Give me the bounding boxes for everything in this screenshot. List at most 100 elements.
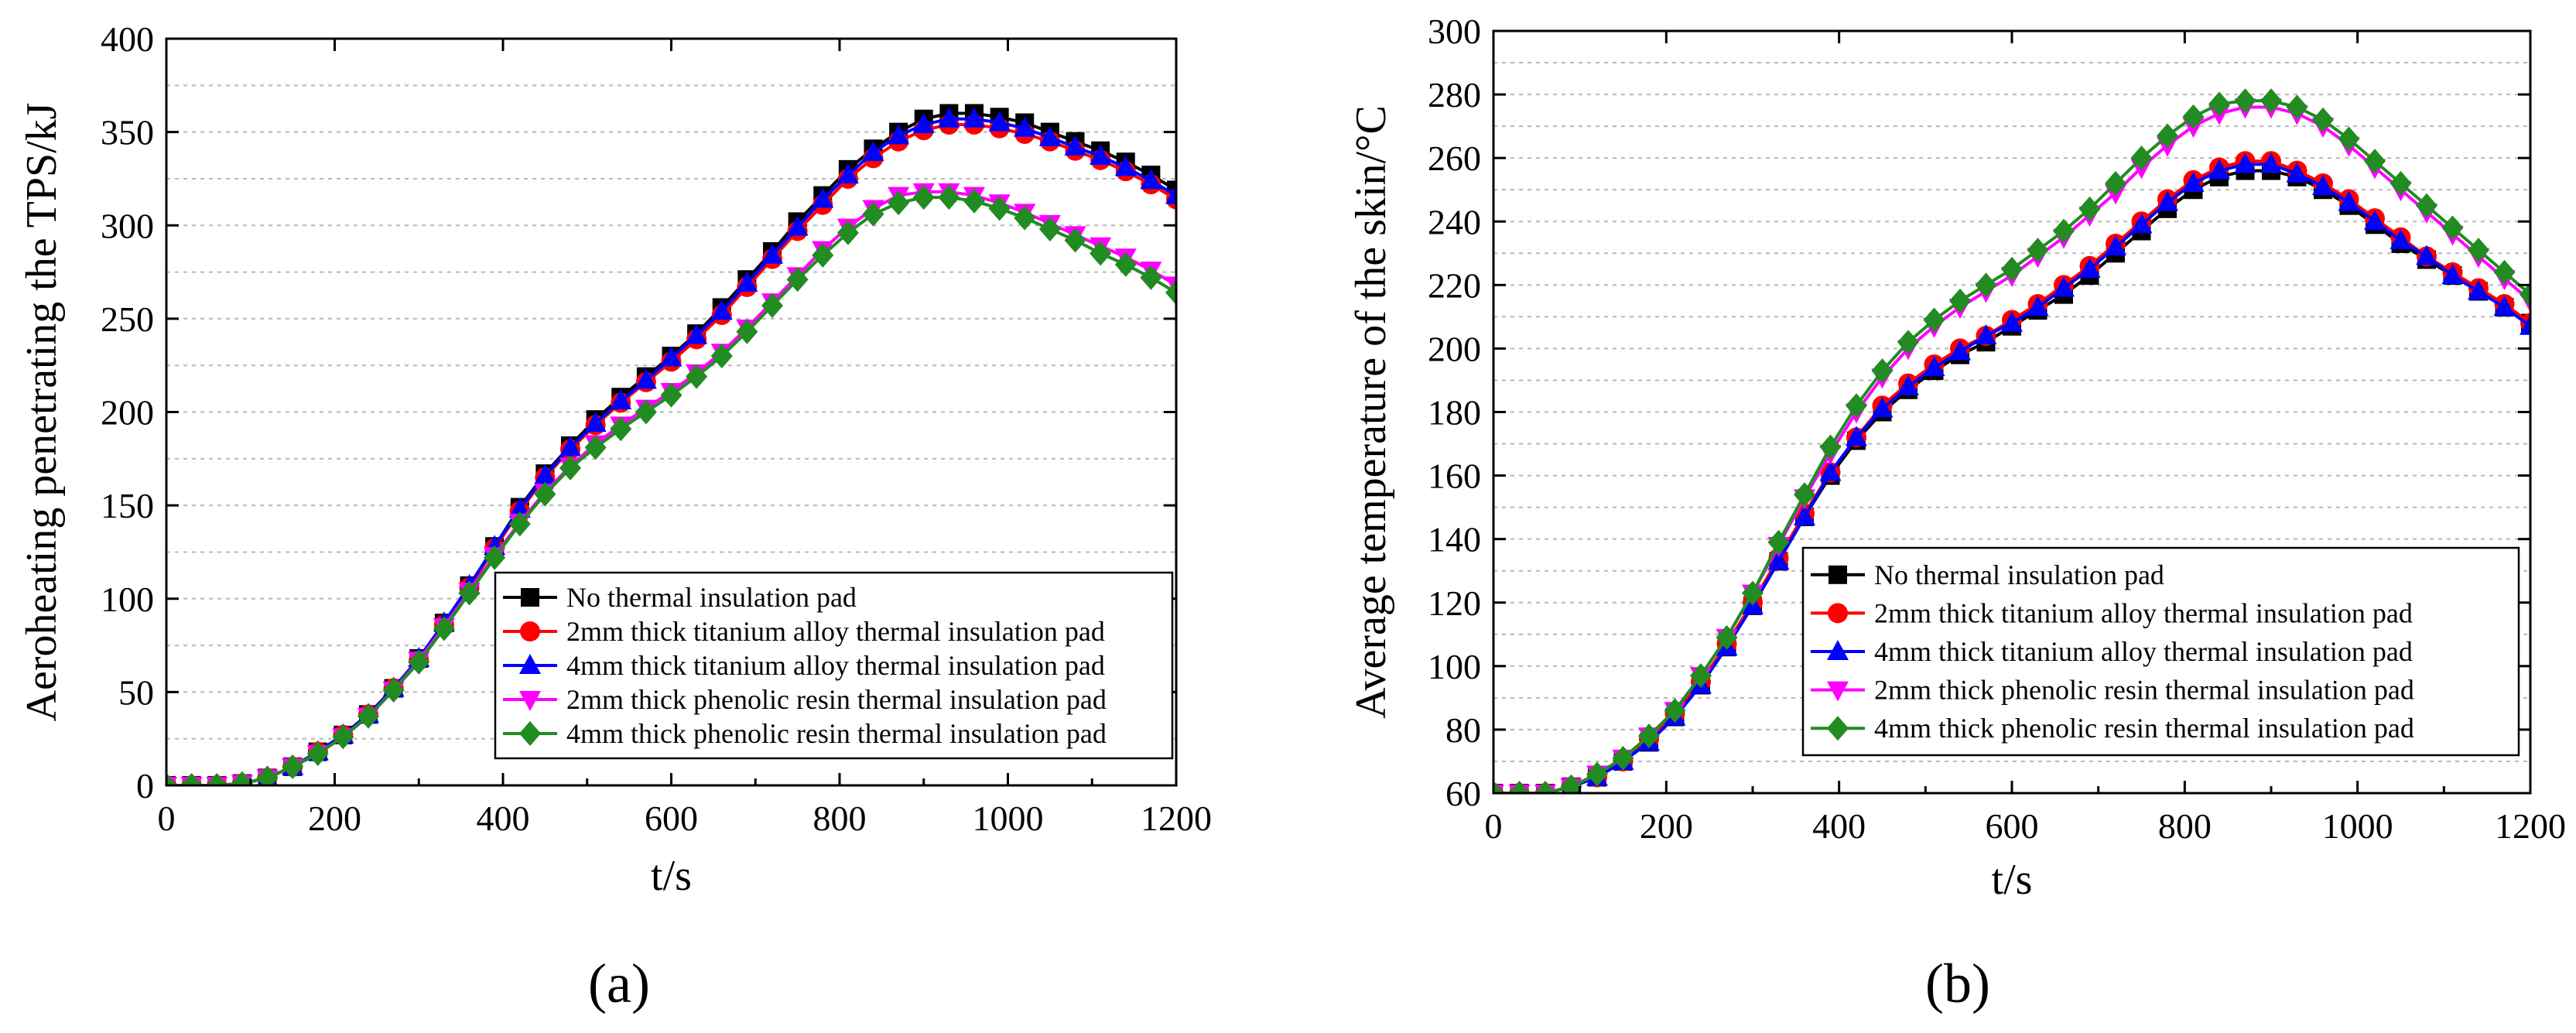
data-point <box>988 111 1011 132</box>
x-axis-label: t/s <box>1992 856 2033 904</box>
data-point <box>761 243 783 264</box>
data-point <box>433 616 455 641</box>
data-point <box>2053 218 2075 244</box>
data-point <box>1064 135 1086 156</box>
data-point <box>938 185 960 210</box>
panel-label: (b) <box>1925 953 1990 1014</box>
y-tick-label: 100 <box>1428 647 1481 686</box>
data-point <box>610 389 632 410</box>
data-point <box>1140 169 1162 190</box>
data-point <box>862 201 884 227</box>
data-point <box>2182 104 2205 129</box>
data-point <box>2182 172 2205 192</box>
legend-label: 4mm thick titanium alloy thermal insulat… <box>1874 636 2413 667</box>
data-point <box>2416 193 2437 218</box>
data-point <box>584 435 607 460</box>
data-point <box>1923 356 1945 377</box>
data-point <box>2157 123 2178 149</box>
data-point <box>1897 375 1919 395</box>
y-tick-label: 60 <box>1445 774 1481 813</box>
data-point <box>2286 94 2308 120</box>
data-point <box>256 765 279 785</box>
grid-b <box>1493 62 2530 762</box>
data-point <box>736 272 758 292</box>
legend-item: 4mm thick titanium alloy thermal insulat… <box>1811 636 2413 667</box>
data-point <box>988 196 1011 221</box>
data-point <box>2520 282 2530 307</box>
data-point <box>2260 88 2282 114</box>
data-point <box>862 141 884 162</box>
y-axis-b: 60 80 100 120 140 160 180 200 220 240 260 280 300 <box>1428 12 2530 813</box>
data-point <box>1846 426 1867 446</box>
x-tick-label: 200 <box>308 799 361 838</box>
data-point <box>2493 259 2516 285</box>
data-point <box>686 364 708 389</box>
legend-item: 4mm thick phenolic resin thermal insulat… <box>1811 713 2414 744</box>
data-point <box>2130 213 2153 234</box>
data-point <box>1690 663 1712 689</box>
data-point <box>2441 215 2464 241</box>
legend-marker <box>1827 640 1849 660</box>
y-tick-label: 300 <box>101 206 154 245</box>
legend-label: 2mm thick titanium alloy thermal insulat… <box>566 616 1105 647</box>
legend-marker <box>519 691 541 711</box>
data-point <box>1767 549 1790 570</box>
series-group-b <box>1493 88 2530 793</box>
legend-marker <box>519 721 541 746</box>
data-point <box>1664 698 1686 723</box>
legend-marker <box>521 588 539 607</box>
data-point <box>2234 88 2256 114</box>
data-point <box>836 220 859 245</box>
data-point <box>2441 264 2464 285</box>
data-point <box>332 724 354 750</box>
data-point <box>2105 171 2126 196</box>
y-axis-a: 0 50 100 150 200 250 300 350 400 <box>101 19 1176 806</box>
data-point <box>2468 238 2489 263</box>
data-point <box>1508 781 1531 793</box>
series-a-5 <box>166 185 1176 785</box>
x-tick-label: 600 <box>1986 806 2039 846</box>
chart-panel-b: 0 200 400 600 800 1000 1200 60 80 100 120 140 160 180… <box>1347 12 2566 1014</box>
data-point <box>786 215 809 236</box>
data-point <box>382 677 405 703</box>
legend-label: No thermal insulation pad <box>1874 559 2164 590</box>
y-tick-label: 200 <box>101 393 154 433</box>
data-point <box>610 416 632 442</box>
legend-label: No thermal insulation pad <box>566 582 857 613</box>
data-point <box>2390 228 2412 249</box>
data-point <box>1767 529 1790 555</box>
data-point <box>2364 149 2386 174</box>
data-point <box>2078 196 2101 221</box>
x-tick-label: 800 <box>813 799 867 838</box>
x-axis-a: 0 200 400 600 800 1000 1200 <box>158 39 1212 838</box>
data-point <box>2208 159 2230 180</box>
data-point <box>2027 238 2049 263</box>
data-point <box>2001 256 2023 282</box>
legend-box <box>1801 546 2520 757</box>
legend-marker <box>1829 565 1847 584</box>
data-point <box>534 463 556 484</box>
data-point <box>2001 311 2023 332</box>
data-point <box>1949 288 1971 313</box>
y-tick-label: 80 <box>1445 710 1481 750</box>
legend-item: 2mm thick phenolic resin thermal insulat… <box>1811 675 2414 706</box>
data-point <box>1090 144 1112 165</box>
data-point <box>2416 245 2437 265</box>
data-point <box>1534 781 1556 793</box>
x-tick-label: 400 <box>477 799 530 838</box>
legend-label: 2mm thick phenolic resin thermal insulat… <box>1874 675 2414 706</box>
y-tick-label: 260 <box>1428 139 1481 178</box>
legend-marker <box>1827 716 1849 741</box>
data-point <box>1819 460 1842 481</box>
data-point <box>282 754 304 779</box>
data-point <box>306 741 329 766</box>
y-tick-label: 240 <box>1428 202 1481 241</box>
data-point <box>812 242 834 268</box>
data-point <box>686 323 708 344</box>
data-point <box>1949 340 1971 361</box>
data-point <box>1493 781 1504 793</box>
panel-label: (a) <box>588 953 650 1014</box>
data-point <box>1923 307 1945 333</box>
data-point <box>180 773 203 785</box>
